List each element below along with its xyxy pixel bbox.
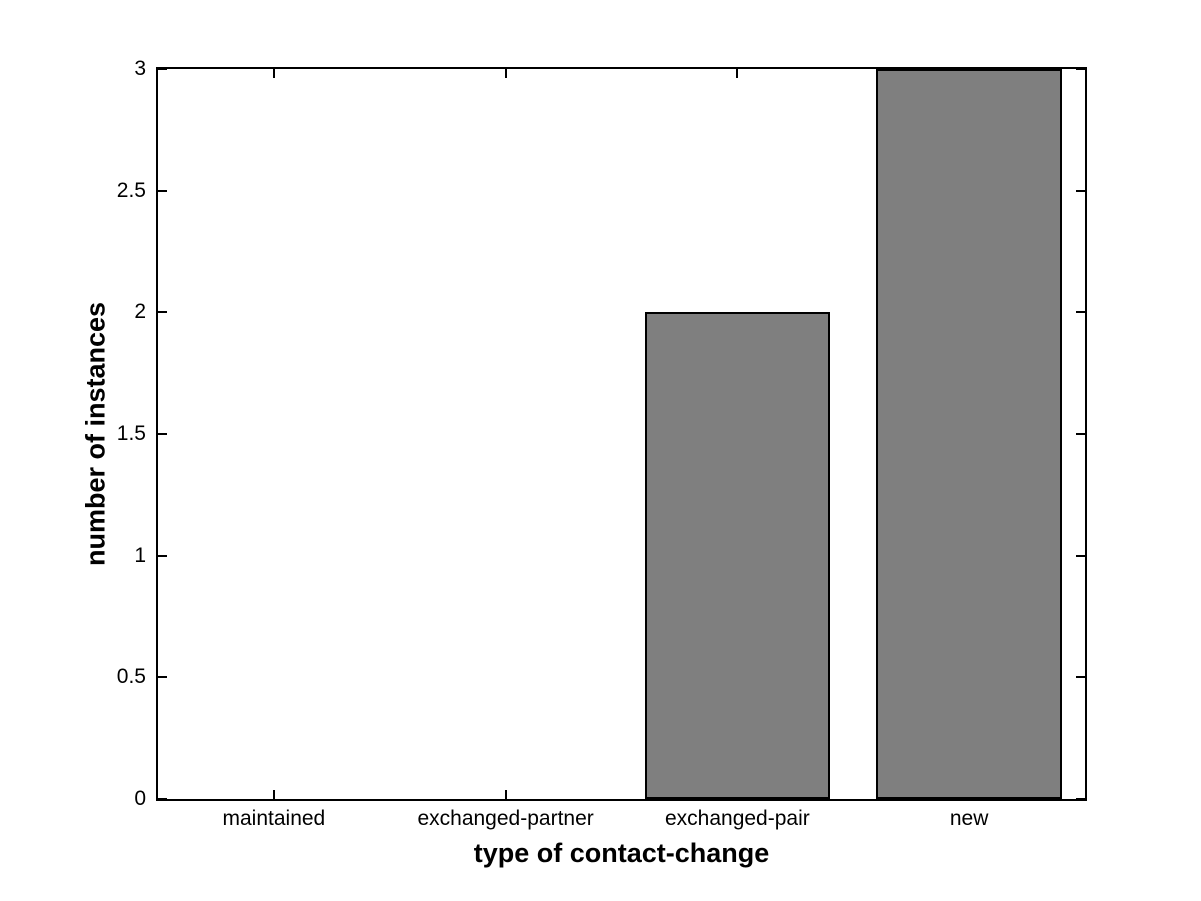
- x-tick-label: exchanged-partner: [417, 807, 594, 830]
- y-tick-label: 2: [134, 300, 146, 324]
- y-tick-left: [158, 433, 167, 435]
- y-tick-right: [1076, 189, 1085, 192]
- y-tick-left: [158, 554, 167, 557]
- y-tick-right: [1076, 676, 1085, 679]
- y-tick-left: [158, 798, 167, 800]
- x-tick-label: new: [949, 807, 989, 830]
- bar-new: [876, 69, 1062, 799]
- bar-exchanged-pair: [644, 312, 831, 799]
- y-tick-left: [158, 189, 167, 192]
- y-tick-right: [1076, 311, 1085, 314]
- x-tick-label: exchanged-pair: [664, 807, 810, 830]
- x-tick-label: maintained: [222, 807, 326, 830]
- y-tick-label: 0.5: [116, 665, 146, 689]
- y-tick-right: [1076, 554, 1085, 557]
- x-tick-top: [272, 69, 275, 78]
- y-tick-left: [158, 311, 167, 314]
- x-tick-bottom: [504, 790, 507, 799]
- y-tick-right: [1076, 798, 1085, 800]
- y-tick-right: [1076, 433, 1085, 435]
- y-tick-label: 2.5: [116, 178, 146, 202]
- y-tick-label: 1: [134, 543, 146, 567]
- x-tick-bottom: [272, 790, 275, 799]
- y-tick-label: 3: [134, 57, 146, 80]
- y-tick-label: 0: [134, 787, 146, 810]
- y-tick-label: 1.5: [116, 422, 146, 445]
- plot-area: [156, 67, 1087, 801]
- x-tick-top: [504, 69, 507, 78]
- y-tick-left: [158, 68, 167, 70]
- x-axis-label: type of contact-change: [473, 838, 770, 868]
- y-tick-right: [1076, 68, 1085, 70]
- x-tick-top: [736, 69, 739, 78]
- y-tick-left: [158, 676, 167, 679]
